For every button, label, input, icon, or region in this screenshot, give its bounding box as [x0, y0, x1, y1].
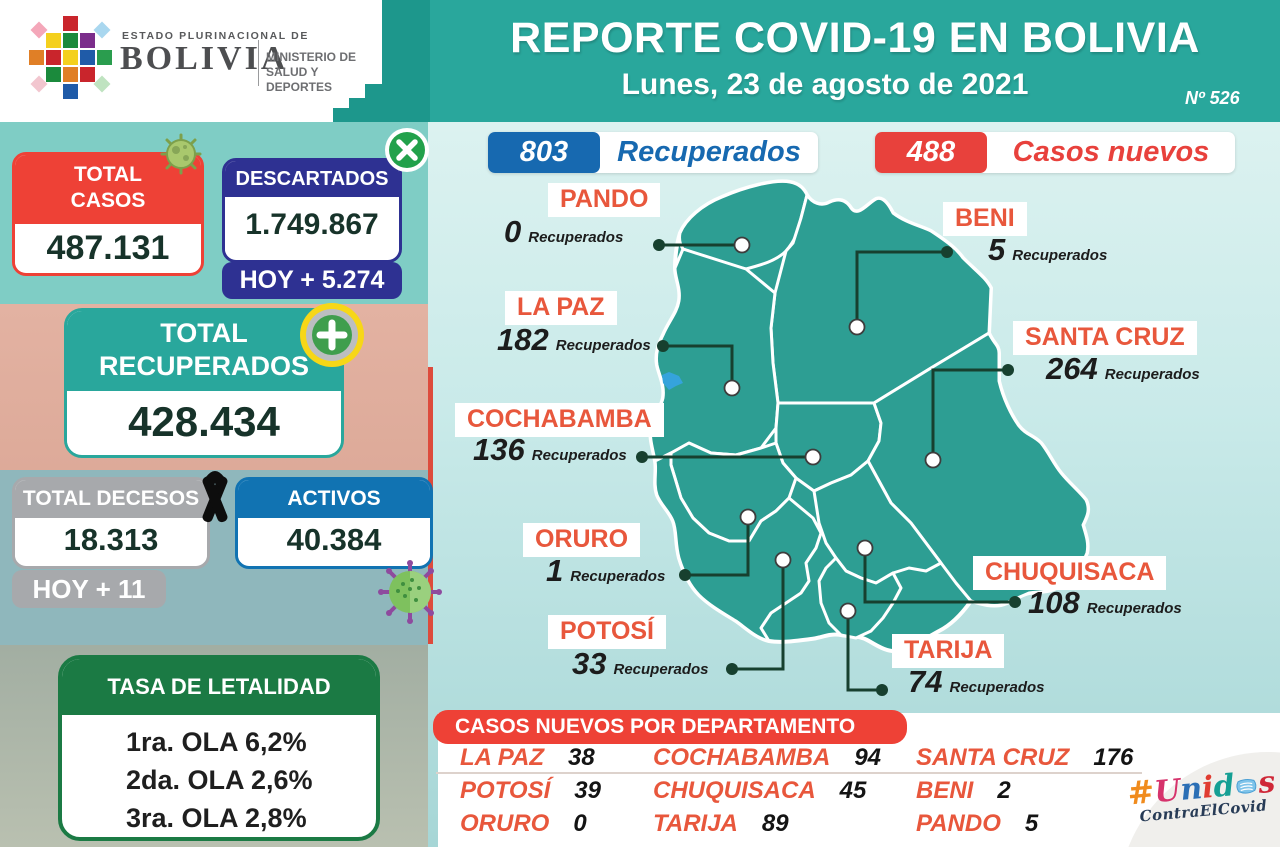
dept-chuquisaca [812, 459, 943, 585]
new-cases-column-3: SANTA CRUZ 176 BENI 2 PANDO 5 [916, 741, 1133, 840]
new-cases-row: SANTA CRUZ 176 [916, 744, 1134, 771]
total-cases-card: TOTAL CASOS 487.131 [12, 152, 204, 276]
recovered-total-label: Recuperados [617, 136, 801, 168]
lethality-rate-body: 1ra. OLA 6,2% 2da. OLA 2,6% 3ra. OLA 2,8… [62, 715, 376, 837]
discarded-header: DESCARTADOS [225, 161, 399, 197]
active-cases-card: ACTIVOS 40.384 [235, 477, 433, 569]
lethality-wave-3: 3ra. OLA 2,8% [126, 803, 307, 833]
dept-value-oruro: 1 Recuperados [546, 553, 666, 588]
dept-la-paz [649, 247, 780, 463]
dept-value-la-paz: 182 Recuperados [497, 322, 651, 357]
lethality-wave-1: 1ra. OLA 6,2% [126, 727, 307, 757]
active-cases-value: 40.384 [238, 518, 430, 562]
header-divider [258, 40, 259, 86]
plus-circle-icon [300, 303, 364, 367]
report-date: Lunes, 23 de agosto de 2021 [621, 68, 1029, 101]
total-deaths-header: TOTAL DECESOS [15, 480, 207, 518]
total-deaths-value: 18.313 [15, 518, 207, 562]
map-point-dots [723, 236, 942, 620]
x-circle-icon [385, 128, 429, 172]
dept-tarija [817, 556, 903, 640]
new-cases-column-1: LA PAZ 38 POTOSÍ 39 ORURO 0 [460, 741, 601, 840]
dept-value-tarija: 74 Recuperados [908, 664, 1045, 699]
bolivia-logo [28, 16, 114, 106]
header-step-4 [333, 108, 349, 122]
lethality-wave-2: 2da. OLA 2,6% [126, 765, 313, 795]
virus-icon [160, 133, 202, 175]
lethality-rate-header: TASA DE LETALIDAD [62, 659, 376, 715]
deaths-today-pill: HOY + 11 [12, 570, 166, 608]
header-step-3 [349, 98, 365, 122]
dept-value-santa-cruz: 264 Recuperados [1046, 351, 1200, 386]
dept-beni [769, 193, 993, 405]
bolivia-wordmark: BOLIVIA [120, 40, 289, 77]
dept-label-santa-cruz: SANTA CRUZ [1013, 321, 1197, 355]
new-cases-row: TARIJA 89 [653, 810, 789, 837]
face-mask-icon [1236, 779, 1257, 794]
total-recovered-header: TOTAL RECUPERADOS [67, 311, 341, 391]
new-cases-row: COCHABAMBA 94 [653, 744, 882, 771]
virus-active-icon [378, 560, 442, 624]
page-title: REPORTE COVID-19 EN BOLIVIA [510, 14, 1200, 62]
ministerio-label: MINISTERIO DE SALUD Y DEPORTES [266, 50, 357, 94]
dept-label-beni: BENI [943, 202, 1027, 236]
new-cases-row: PANDO 5 [916, 810, 1039, 837]
new-cases-row: BENI 2 [916, 777, 1011, 804]
estado-plurinacional-label: ESTADO PLURINACIONAL DE [122, 30, 309, 42]
total-deaths-card: TOTAL DECESOS 18.313 [12, 477, 210, 569]
header-bar [382, 0, 1280, 122]
dept-label-pando: PANDO [548, 183, 661, 217]
new-cases-row: LA PAZ 38 [460, 744, 595, 771]
recovered-total-value: 803 [488, 132, 600, 173]
dept-label-tarija: TARIJA [892, 634, 1005, 668]
new-cases-column-2: COCHABAMBA 94 CHUQUISACA 45 TARIJA 89 [653, 741, 881, 840]
total-recovered-card: TOTAL RECUPERADOS 428.434 [64, 308, 344, 458]
total-recovered-value: 428.434 [67, 391, 341, 453]
dept-value-pando: 0 Recuperados [504, 214, 624, 249]
new-cases-row: CHUQUISACA 45 [653, 777, 867, 804]
dept-label-potosi: POTOSÍ [548, 615, 667, 649]
recovered-total-badge: 803 Recuperados [488, 132, 818, 173]
lethality-rate-card: TASA DE LETALIDAD 1ra. OLA 6,2% 2da. OLA… [58, 655, 380, 841]
leader-lines [642, 243, 1015, 692]
new-cases-total-value: 488 [875, 132, 987, 173]
report-number: Nº 526 [1185, 88, 1240, 108]
total-cases-value: 487.131 [15, 224, 201, 272]
dept-value-chuquisaca: 108 Recuperados [1028, 585, 1182, 620]
bolivia-map [636, 179, 1091, 696]
label-end-dots [636, 239, 1021, 696]
discarded-today-pill: HOY + 5.274 [222, 262, 402, 299]
dept-value-cochabamba: 136 Recuperados [473, 432, 627, 467]
discarded-card: DESCARTADOS 1.749.867 [222, 158, 402, 263]
lake-titicaca [662, 372, 683, 390]
dept-label-cochabamba: COCHABAMBA [455, 403, 664, 437]
active-cases-header: ACTIVOS [238, 480, 430, 518]
new-cases-banner: CASOS NUEVOS POR DEPARTAMENTO [433, 710, 907, 744]
new-cases-total-badge: 488 Casos nuevos [875, 132, 1235, 173]
dept-label-chuquisaca: CHUQUISACA [973, 556, 1167, 590]
dept-potosi [653, 451, 823, 643]
dept-label-oruro: ORURO [523, 523, 641, 557]
dept-value-potosi: 33 Recuperados [572, 646, 709, 681]
new-cases-row: ORURO 0 [460, 810, 587, 837]
new-cases-row: POTOSÍ 39 [460, 777, 601, 804]
table-divider [436, 772, 1142, 774]
dept-label-la-paz: LA PAZ [505, 291, 617, 325]
dept-value-beni: 5 Recuperados [988, 232, 1108, 267]
header-step-2 [365, 84, 382, 122]
discarded-value: 1.749.867 [225, 197, 399, 253]
new-cases-total-label: Casos nuevos [1012, 136, 1210, 168]
unidos-contra-el-covid-logo: #Unid s ContraElCovid [1120, 763, 1280, 827]
header-step-1 [382, 0, 430, 122]
mourning-ribbon-icon [202, 470, 228, 523]
